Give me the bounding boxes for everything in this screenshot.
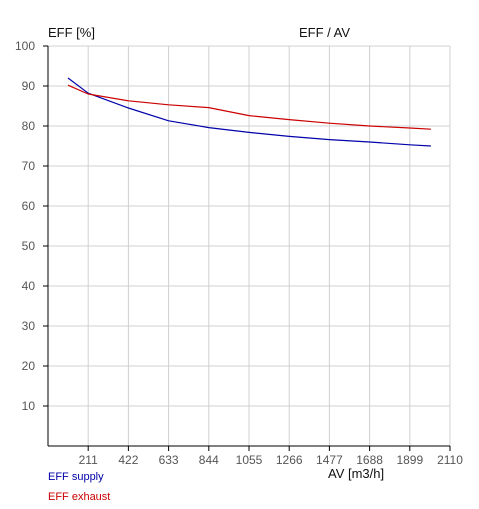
tick-labels: 211 422 633 844 1055 1266 1477 1688 1899 2110 10 20…	[15, 39, 463, 467]
series-line-0	[67, 77, 431, 147]
y-tick-label-0: 10	[22, 399, 36, 413]
x-tick-label-4: 1055	[236, 453, 263, 467]
y-tick-label-5: 60	[22, 199, 36, 213]
y-tick-label-2: 30	[22, 319, 36, 333]
x-tick-label-0: 211	[79, 453, 98, 467]
y-tick-label-1: 20	[22, 359, 36, 373]
y-tick-label-4: 50	[22, 239, 36, 253]
x-tick-label-3: 844	[199, 453, 219, 467]
grid-lines	[48, 45, 451, 446]
axes	[43, 45, 451, 451]
x-axis-label: AV [m3/h]	[328, 466, 384, 481]
x-tick-label-9: 2110	[437, 453, 463, 467]
y-tick-label-8: 90	[22, 79, 36, 93]
legend-label-supply: EFF supply	[48, 471, 104, 483]
y-tick-label-3: 40	[22, 279, 36, 293]
y-tick-label-9: 100	[15, 39, 35, 53]
x-tick-label-2: 633	[159, 453, 179, 467]
legend-entry-exhaust: EFF exhaust	[48, 491, 110, 503]
x-tick-label-1: 422	[118, 453, 138, 467]
legend-entry-supply: EFF supply	[48, 471, 104, 483]
y-tick-label-7: 80	[22, 119, 36, 133]
legend-label-exhaust: EFF exhaust	[48, 491, 111, 503]
chart-title: EFF / AV	[299, 25, 350, 40]
y-axis-label: EFF [%]	[48, 25, 95, 40]
series-lines	[67, 77, 431, 147]
series-line-1	[67, 84, 431, 130]
x-tick-label-6: 1477	[316, 453, 343, 467]
x-tick-label-7: 1688	[356, 453, 383, 467]
x-tick-label-5: 1266	[276, 453, 303, 467]
y-tick-label-6: 70	[22, 159, 36, 173]
x-tick-label-8: 1899	[396, 453, 423, 467]
